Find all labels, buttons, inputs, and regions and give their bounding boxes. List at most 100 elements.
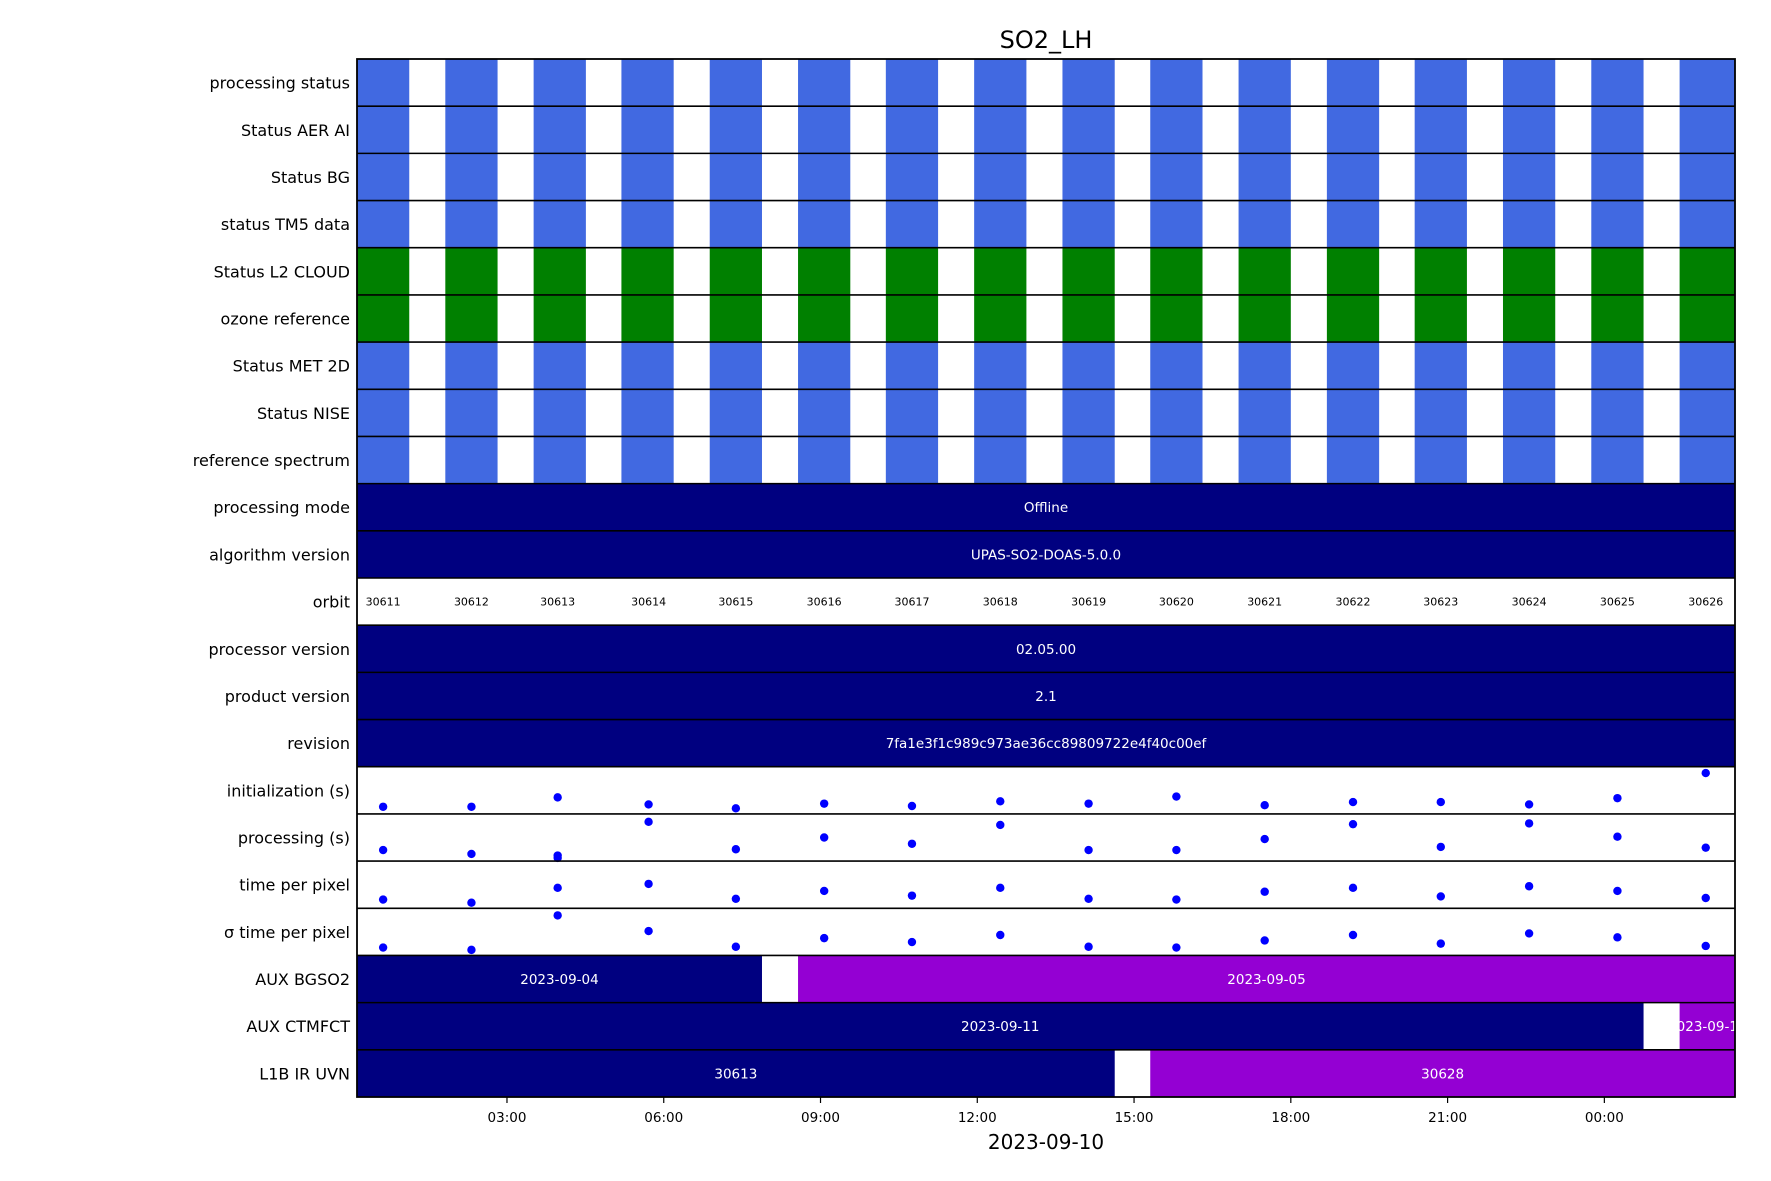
status-block xyxy=(1591,59,1644,107)
status-block xyxy=(798,342,851,390)
status-block xyxy=(1679,106,1735,154)
row-status-met-2d: Status MET 2D xyxy=(233,342,1735,390)
orbit-label: 30621 xyxy=(1247,596,1282,609)
row-label-status-bg: Status BG xyxy=(271,168,350,187)
status-block xyxy=(1150,59,1203,107)
x-tick-label: 00:00 xyxy=(1585,1110,1624,1126)
status-block xyxy=(1238,153,1291,201)
row-processing-s: processing (s) xyxy=(238,817,1710,863)
status-block xyxy=(974,389,1027,437)
orbit-label: 30624 xyxy=(1512,596,1547,609)
status-block xyxy=(621,59,674,107)
row-label-processor-version: processor version xyxy=(208,640,350,659)
status-block xyxy=(1062,106,1115,154)
status-block xyxy=(621,436,674,484)
data-point xyxy=(644,817,653,827)
orbit-label: 30614 xyxy=(631,596,666,609)
status-block xyxy=(357,294,410,343)
orbit-label: 30611 xyxy=(366,596,401,609)
data-point xyxy=(1172,792,1181,801)
data-point xyxy=(1701,893,1710,903)
data-point xyxy=(1084,942,1093,951)
status-block xyxy=(885,389,939,437)
row-initialization-s: initialization (s) xyxy=(227,768,1710,813)
status-block xyxy=(1502,389,1556,437)
orbit-label: 30626 xyxy=(1688,596,1723,609)
status-block xyxy=(974,59,1027,107)
row-label-product-version: product version xyxy=(225,687,350,706)
status-block xyxy=(1062,153,1115,201)
row-label-algorithm-version: algorithm version xyxy=(209,545,350,564)
status-block xyxy=(621,153,674,201)
status-block xyxy=(445,247,498,295)
row-processing-mode: processing mode Offline xyxy=(213,483,1735,531)
row-reference-spectrum: reference spectrum xyxy=(193,436,1735,484)
status-block xyxy=(1238,294,1291,343)
data-point xyxy=(1436,892,1445,901)
data-point xyxy=(731,942,741,951)
status-block xyxy=(1502,294,1556,343)
status-block xyxy=(445,59,498,107)
status-block xyxy=(1414,436,1467,484)
status-block xyxy=(621,389,674,437)
status-block xyxy=(885,200,939,248)
status-block xyxy=(1679,200,1735,248)
status-block xyxy=(1414,200,1467,248)
orbit-label: 30618 xyxy=(983,596,1018,609)
x-tick-label: 09:00 xyxy=(801,1110,840,1126)
status-block xyxy=(1062,200,1115,248)
data-point xyxy=(731,804,741,813)
status-block xyxy=(1679,342,1735,390)
data-point xyxy=(1701,768,1710,778)
status-block xyxy=(1591,247,1644,295)
band-segment-label: 30628 xyxy=(1421,1066,1464,1082)
status-block xyxy=(1679,436,1735,484)
data-point xyxy=(996,797,1005,806)
data-point xyxy=(1436,797,1445,807)
band-label-revision: 7fa1e3f1c989c973ae36cc89809722e4f40c00ef xyxy=(886,736,1208,752)
status-block xyxy=(1591,342,1644,390)
status-block xyxy=(1679,294,1735,343)
data-point xyxy=(819,833,829,842)
status-block xyxy=(621,294,674,343)
status-block xyxy=(1414,153,1467,201)
status-block xyxy=(798,200,851,248)
row-label-l1b-ir-uvn: L1B IR UVN xyxy=(259,1064,350,1083)
data-point xyxy=(1348,819,1358,829)
row-algorithm-version: algorithm version UPAS-SO2-DOAS-5.0.0 xyxy=(209,530,1735,578)
status-block xyxy=(357,200,410,248)
band-processor-version xyxy=(357,625,1735,673)
status-block xyxy=(974,106,1027,154)
status-block xyxy=(974,294,1027,343)
status-block xyxy=(709,200,762,248)
status-block xyxy=(1238,247,1291,295)
status-block xyxy=(1150,389,1203,437)
data-point xyxy=(644,879,653,889)
status-block xyxy=(798,153,851,201)
data-point xyxy=(1348,930,1358,940)
status-block xyxy=(357,106,410,154)
data-point xyxy=(1524,929,1534,938)
status-block xyxy=(621,247,674,295)
status-block xyxy=(1591,294,1644,343)
row-revision: revision 7fa1e3f1c989c973ae36cc89809722e4… xyxy=(287,719,1735,767)
band-segment-label: 30613 xyxy=(714,1066,757,1082)
band-segment xyxy=(357,1049,1115,1097)
status-block xyxy=(798,389,851,437)
band-product-version xyxy=(357,672,1735,720)
band-label-processor-version: 02.05.00 xyxy=(1016,642,1076,658)
plot-frame xyxy=(356,58,1736,1098)
band-label-algorithm-version: UPAS-SO2-DOAS-5.0.0 xyxy=(971,547,1121,563)
data-point xyxy=(378,845,388,855)
status-block xyxy=(974,200,1027,248)
status-block xyxy=(1326,389,1380,437)
orbit-label: 30620 xyxy=(1159,596,1194,609)
status-block xyxy=(885,342,939,390)
data-point xyxy=(1613,832,1622,841)
status-block xyxy=(709,59,762,107)
status-block xyxy=(1150,153,1203,201)
orbit-label: 30625 xyxy=(1600,596,1635,609)
status-block xyxy=(533,389,586,437)
status-block xyxy=(974,342,1027,390)
